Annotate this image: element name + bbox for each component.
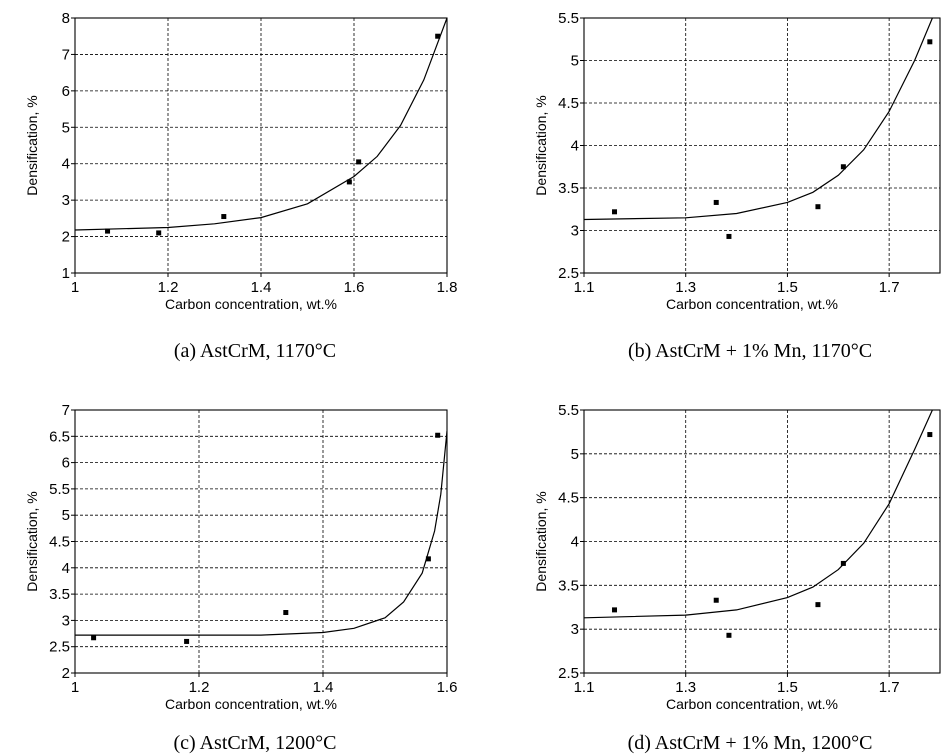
y-tick-label: 4 bbox=[571, 534, 579, 551]
data-point bbox=[927, 432, 933, 438]
x-tick-label: 1 bbox=[71, 279, 79, 296]
data-point bbox=[221, 214, 227, 220]
data-point bbox=[612, 607, 618, 613]
x-axis-label: Carbon concentration, wt.% bbox=[666, 296, 838, 312]
y-tick-label: 3 bbox=[62, 612, 70, 629]
chart-panel: 1.1 1.3 1.5 1.7 2.5 3 3.5 4 4.5 5 5.5 Carbon concen… bbox=[533, 402, 941, 754]
x-tick-label: 1 bbox=[71, 679, 79, 696]
data-point bbox=[91, 635, 97, 641]
y-tick-label: 5 bbox=[62, 507, 70, 524]
y-tick-label: 7 bbox=[62, 46, 70, 63]
y-tick-label: 1 bbox=[62, 265, 70, 282]
y-tick-label: 4 bbox=[571, 138, 579, 155]
panel-caption: (d) AstCrM + 1% Mn, 1200°C bbox=[628, 732, 873, 754]
y-tick-label: 2 bbox=[62, 229, 70, 246]
x-tick-label: 1.3 bbox=[675, 279, 696, 296]
x-tick-label: 1.6 bbox=[437, 679, 458, 696]
y-tick-label: 4 bbox=[62, 560, 70, 577]
chart-panel: 1 1.2 1.4 1.6 2 2.5 3 3.5 4 4.5 5 5.5 6 6.5 7 Carbon co… bbox=[24, 402, 457, 754]
y-tick-label: 3.5 bbox=[558, 180, 579, 197]
x-tick-label: 1.7 bbox=[879, 679, 900, 696]
data-point bbox=[840, 164, 846, 170]
data-point bbox=[612, 209, 618, 215]
fit-curve bbox=[75, 18, 447, 231]
y-tick-label: 3.5 bbox=[49, 586, 70, 603]
y-tick-label: 4 bbox=[62, 156, 70, 173]
y-tick-label: 3 bbox=[62, 192, 70, 209]
data-point bbox=[815, 602, 821, 608]
data-point bbox=[840, 560, 846, 566]
y-axis-label: Densification, % bbox=[24, 95, 40, 195]
x-axis-label: Carbon concentration, wt.% bbox=[165, 696, 337, 712]
panel-caption: (a) AstCrM, 1170°C bbox=[174, 340, 336, 362]
y-tick-label: 2 bbox=[62, 665, 70, 682]
data-point bbox=[726, 632, 732, 638]
panel-caption: (c) AstCrM, 1200°C bbox=[174, 732, 337, 754]
data-point bbox=[346, 179, 352, 185]
data-point bbox=[283, 610, 289, 616]
x-axis-label: Carbon concentration, wt.% bbox=[165, 296, 337, 312]
y-tick-label: 2.5 bbox=[49, 639, 70, 656]
panel-caption: (b) AstCrM + 1% Mn, 1170°C bbox=[628, 340, 872, 362]
data-point bbox=[356, 159, 362, 165]
x-tick-label: 1.8 bbox=[437, 279, 458, 296]
x-tick-label: 1.2 bbox=[158, 279, 179, 296]
y-tick-label: 6 bbox=[62, 455, 70, 472]
data-point bbox=[435, 432, 441, 438]
y-tick-label: 3 bbox=[571, 223, 579, 240]
x-tick-label: 1.3 bbox=[675, 679, 696, 696]
y-tick-label: 8 bbox=[62, 10, 70, 27]
y-tick-label: 5 bbox=[571, 446, 579, 463]
data-point bbox=[184, 638, 190, 644]
y-tick-label: 3 bbox=[571, 621, 579, 638]
x-tick-label: 1.7 bbox=[879, 279, 900, 296]
y-tick-label: 5.5 bbox=[558, 10, 579, 27]
fit-curve bbox=[75, 430, 447, 636]
y-tick-label: 5.5 bbox=[49, 481, 70, 498]
data-point bbox=[105, 228, 111, 234]
x-axis-label: Carbon concentration, wt.% bbox=[666, 696, 838, 712]
y-axis-label: Densification, % bbox=[24, 491, 40, 591]
y-tick-label: 4.5 bbox=[558, 490, 579, 507]
x-tick-label: 1.1 bbox=[574, 679, 595, 696]
y-tick-label: 4.5 bbox=[558, 95, 579, 112]
y-tick-label: 2.5 bbox=[558, 265, 579, 282]
data-point bbox=[156, 230, 162, 236]
y-tick-label: 4.5 bbox=[49, 534, 70, 551]
fit-curve bbox=[584, 410, 933, 619]
y-tick-label: 5 bbox=[62, 119, 70, 136]
data-point bbox=[927, 39, 933, 45]
y-axis-label: Densification, % bbox=[533, 491, 549, 591]
y-tick-label: 2.5 bbox=[558, 665, 579, 682]
fit-curve bbox=[584, 18, 933, 221]
y-tick-label: 6.5 bbox=[49, 428, 70, 445]
x-tick-label: 1.4 bbox=[313, 679, 334, 696]
x-tick-label: 1.5 bbox=[777, 279, 798, 296]
x-tick-label: 1.5 bbox=[777, 679, 798, 696]
y-tick-label: 3.5 bbox=[558, 577, 579, 594]
y-tick-label: 5.5 bbox=[558, 402, 579, 419]
data-point bbox=[713, 597, 719, 603]
data-point bbox=[435, 33, 441, 39]
data-point bbox=[726, 233, 732, 239]
data-point bbox=[713, 199, 719, 205]
x-tick-label: 1.2 bbox=[189, 679, 210, 696]
x-tick-label: 1.4 bbox=[251, 279, 272, 296]
y-tick-label: 7 bbox=[62, 402, 70, 419]
y-tick-label: 5 bbox=[571, 53, 579, 70]
x-tick-label: 1.1 bbox=[574, 279, 595, 296]
chart-panel: 1 1.2 1.4 1.6 1.8 1 2 3 4 5 6 7 8 Carbon concentratio… bbox=[24, 10, 457, 362]
y-tick-label: 6 bbox=[62, 83, 70, 100]
x-tick-label: 1.6 bbox=[344, 279, 365, 296]
data-point bbox=[425, 556, 431, 562]
data-point bbox=[815, 204, 821, 210]
y-axis-label: Densification, % bbox=[533, 95, 549, 195]
chart-panel: 1.1 1.3 1.5 1.7 2.5 3 3.5 4 4.5 5 5.5 Carbon concen… bbox=[533, 10, 941, 362]
